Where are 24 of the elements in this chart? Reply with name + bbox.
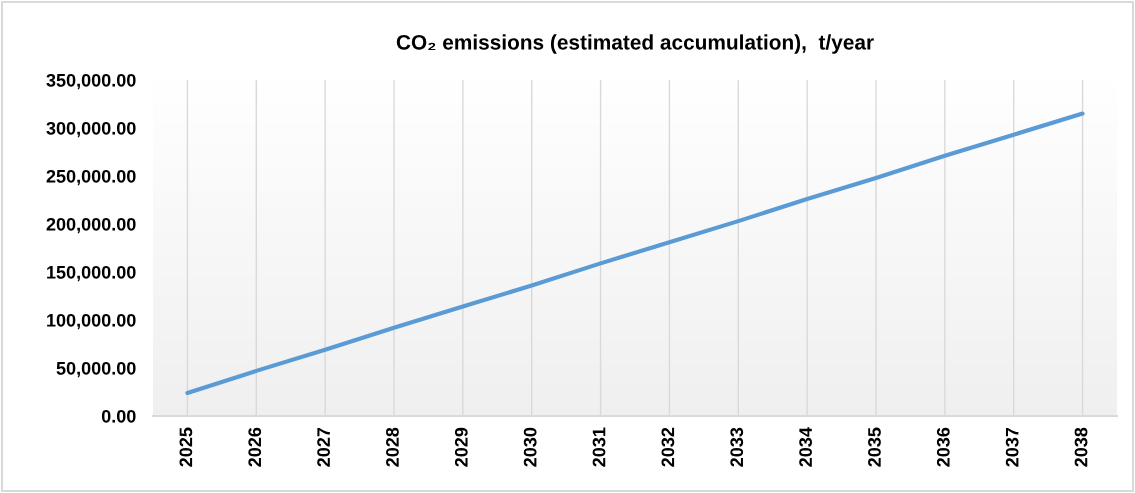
x-tick-label: 2027 [317,427,330,467]
y-tick-label: 150,000.00 [47,265,136,282]
y-tick-label: 50,000.00 [56,361,136,378]
x-tick-label: 2037 [1005,427,1019,467]
x-tick-label: 2029 [454,427,468,467]
x-tick-label: 2031 [592,427,606,467]
y-tick-label: 100,000.00 [47,313,136,330]
x-tick-label: 2035 [868,427,881,467]
y-tick-label: 200,000.00 [46,217,136,234]
x-tick-label: 2030 [523,427,537,467]
x-tick-label: 2032 [661,427,675,467]
y-tick-label: 250,000.00 [46,169,136,186]
y-tick-label: 300,000.00 [46,121,136,138]
y-tick-label: 0.00 [101,409,136,423]
x-tick-label: 2026 [248,427,262,467]
x-tick-label: 2036 [936,427,950,467]
x-tick-label: 2025 [179,427,193,467]
x-tick-label: 2033 [730,427,744,467]
chart-title: CO₂ emissions (estimated accumulation), t/year [396,34,874,54]
line-series [185,111,1085,396]
x-tick-label: 2038 [1074,427,1088,467]
x-tick-label: 2028 [386,427,399,467]
y-tick-label: 350,000.00 [46,73,136,90]
x-tick-label: 2034 [799,427,813,467]
